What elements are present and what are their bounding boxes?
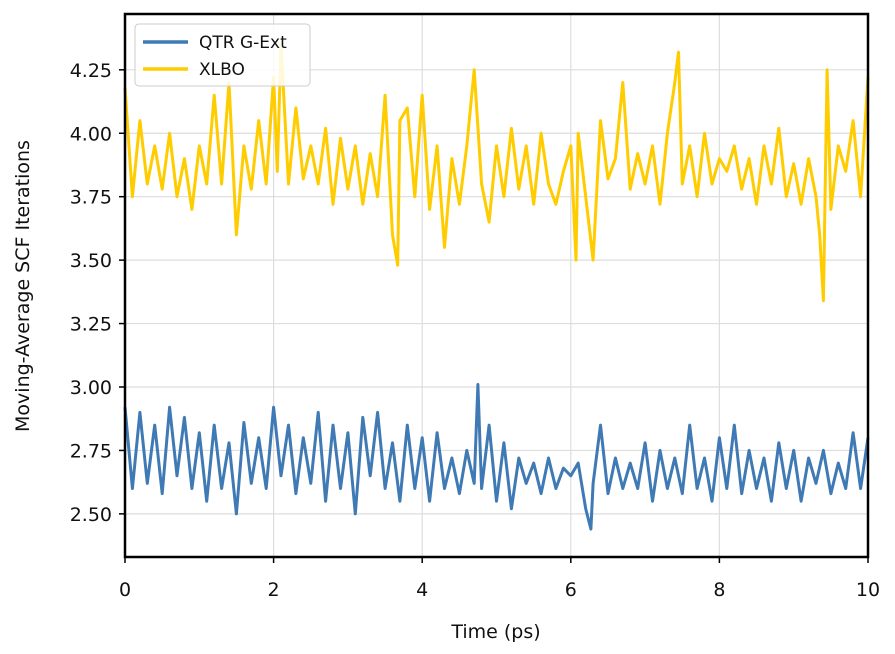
series-line-qtr-g-ext xyxy=(123,383,870,531)
x-tick-label: 2 xyxy=(268,579,280,601)
series-line-xlbo xyxy=(123,42,870,303)
legend-label-qtr-g-ext: QTR G-Ext xyxy=(199,33,287,53)
x-tick-label: 4 xyxy=(416,579,428,601)
y-tick-label: 4.25 xyxy=(70,60,112,82)
x-tick-label: 8 xyxy=(713,579,725,601)
y-tick-label: 3.50 xyxy=(70,250,112,272)
x-axis-ticks: 0 2 4 6 8 10 xyxy=(119,557,880,601)
x-tick-label: 10 xyxy=(856,579,880,601)
y-tick-label: 3.00 xyxy=(70,377,112,399)
y-tick-label: 4.00 xyxy=(70,123,112,145)
x-tick-label: 0 xyxy=(119,579,131,601)
y-axis-label: Moving-Average SCF Iterations xyxy=(12,140,34,432)
legend-label-xlbo: XLBO xyxy=(199,60,245,80)
series-layer xyxy=(123,42,870,531)
x-tick-label: 6 xyxy=(565,579,577,601)
y-tick-label: 2.75 xyxy=(70,440,112,462)
legend: QTR G-Ext XLBO xyxy=(134,23,311,87)
y-tick-label: 3.25 xyxy=(70,314,112,336)
y-tick-label: 2.50 xyxy=(70,504,112,526)
plot-frame xyxy=(123,12,870,559)
grid-lines xyxy=(125,14,868,557)
x-axis-label: Time (ps) xyxy=(450,621,540,643)
y-axis-ticks: 2.50 2.75 3.00 3.25 3.50 3.75 4.00 4.25 xyxy=(70,60,125,526)
y-tick-label: 3.75 xyxy=(70,187,112,209)
